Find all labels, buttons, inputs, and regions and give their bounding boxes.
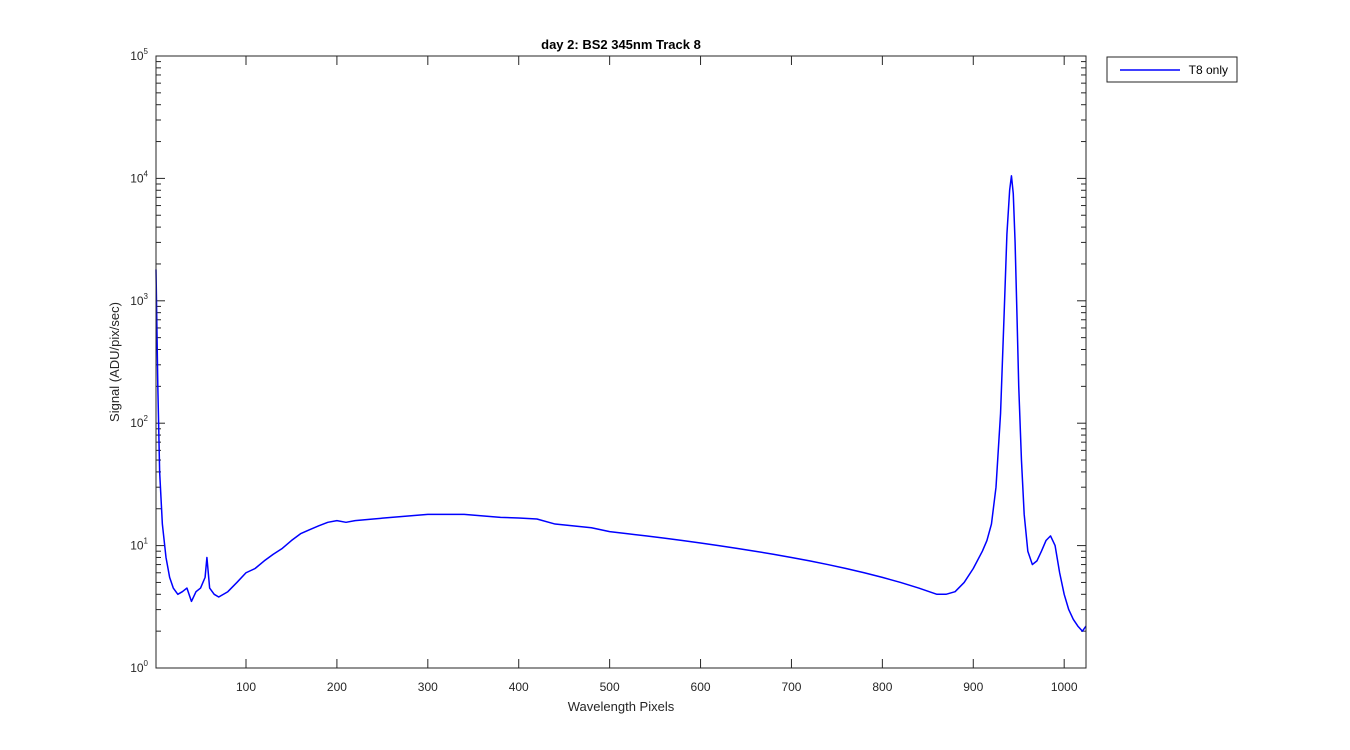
series-line-0 — [155, 175, 1087, 632]
x-axis-label: Wavelength Pixels — [568, 699, 675, 714]
legend[interactable]: T8 only — [1106, 56, 1238, 83]
x-tick-label: 300 — [418, 680, 438, 694]
x-tick-label: 100 — [236, 680, 256, 694]
y-tick-label: 103 — [130, 292, 148, 308]
y-axis-label: Signal (ADU/pix/sec) — [107, 302, 122, 422]
plot-frame — [155, 55, 1087, 669]
y-tick-label: 105 — [130, 47, 148, 63]
x-tick-label: 900 — [963, 680, 983, 694]
x-tick-label: 700 — [781, 680, 801, 694]
x-tick-label: 1000 — [1051, 680, 1078, 694]
axis-ticks — [156, 55, 1086, 669]
series-layer — [155, 175, 1087, 632]
x-tick-label: 800 — [872, 680, 892, 694]
chart-title: day 2: BS2 345nm Track 8 — [541, 37, 701, 52]
x-tick-label: 500 — [600, 680, 620, 694]
x-tick-label: 600 — [691, 680, 711, 694]
y-tick-label: 100 — [130, 659, 148, 675]
x-axis-tick-labels: 100 200 300 400 500 600 700 800 900 1000 — [236, 680, 1078, 694]
y-tick-label: 102 — [130, 414, 148, 430]
x-tick-label: 200 — [327, 680, 347, 694]
x-tick-label: 400 — [509, 680, 529, 694]
y-tick-label: 101 — [130, 537, 148, 553]
y-tick-label: 104 — [130, 169, 148, 185]
y-axis-tick-labels: 100 101 102 103 104 105 — [130, 47, 148, 675]
legend-entry-label: T8 only — [1189, 63, 1228, 77]
plot-area — [156, 56, 1086, 668]
